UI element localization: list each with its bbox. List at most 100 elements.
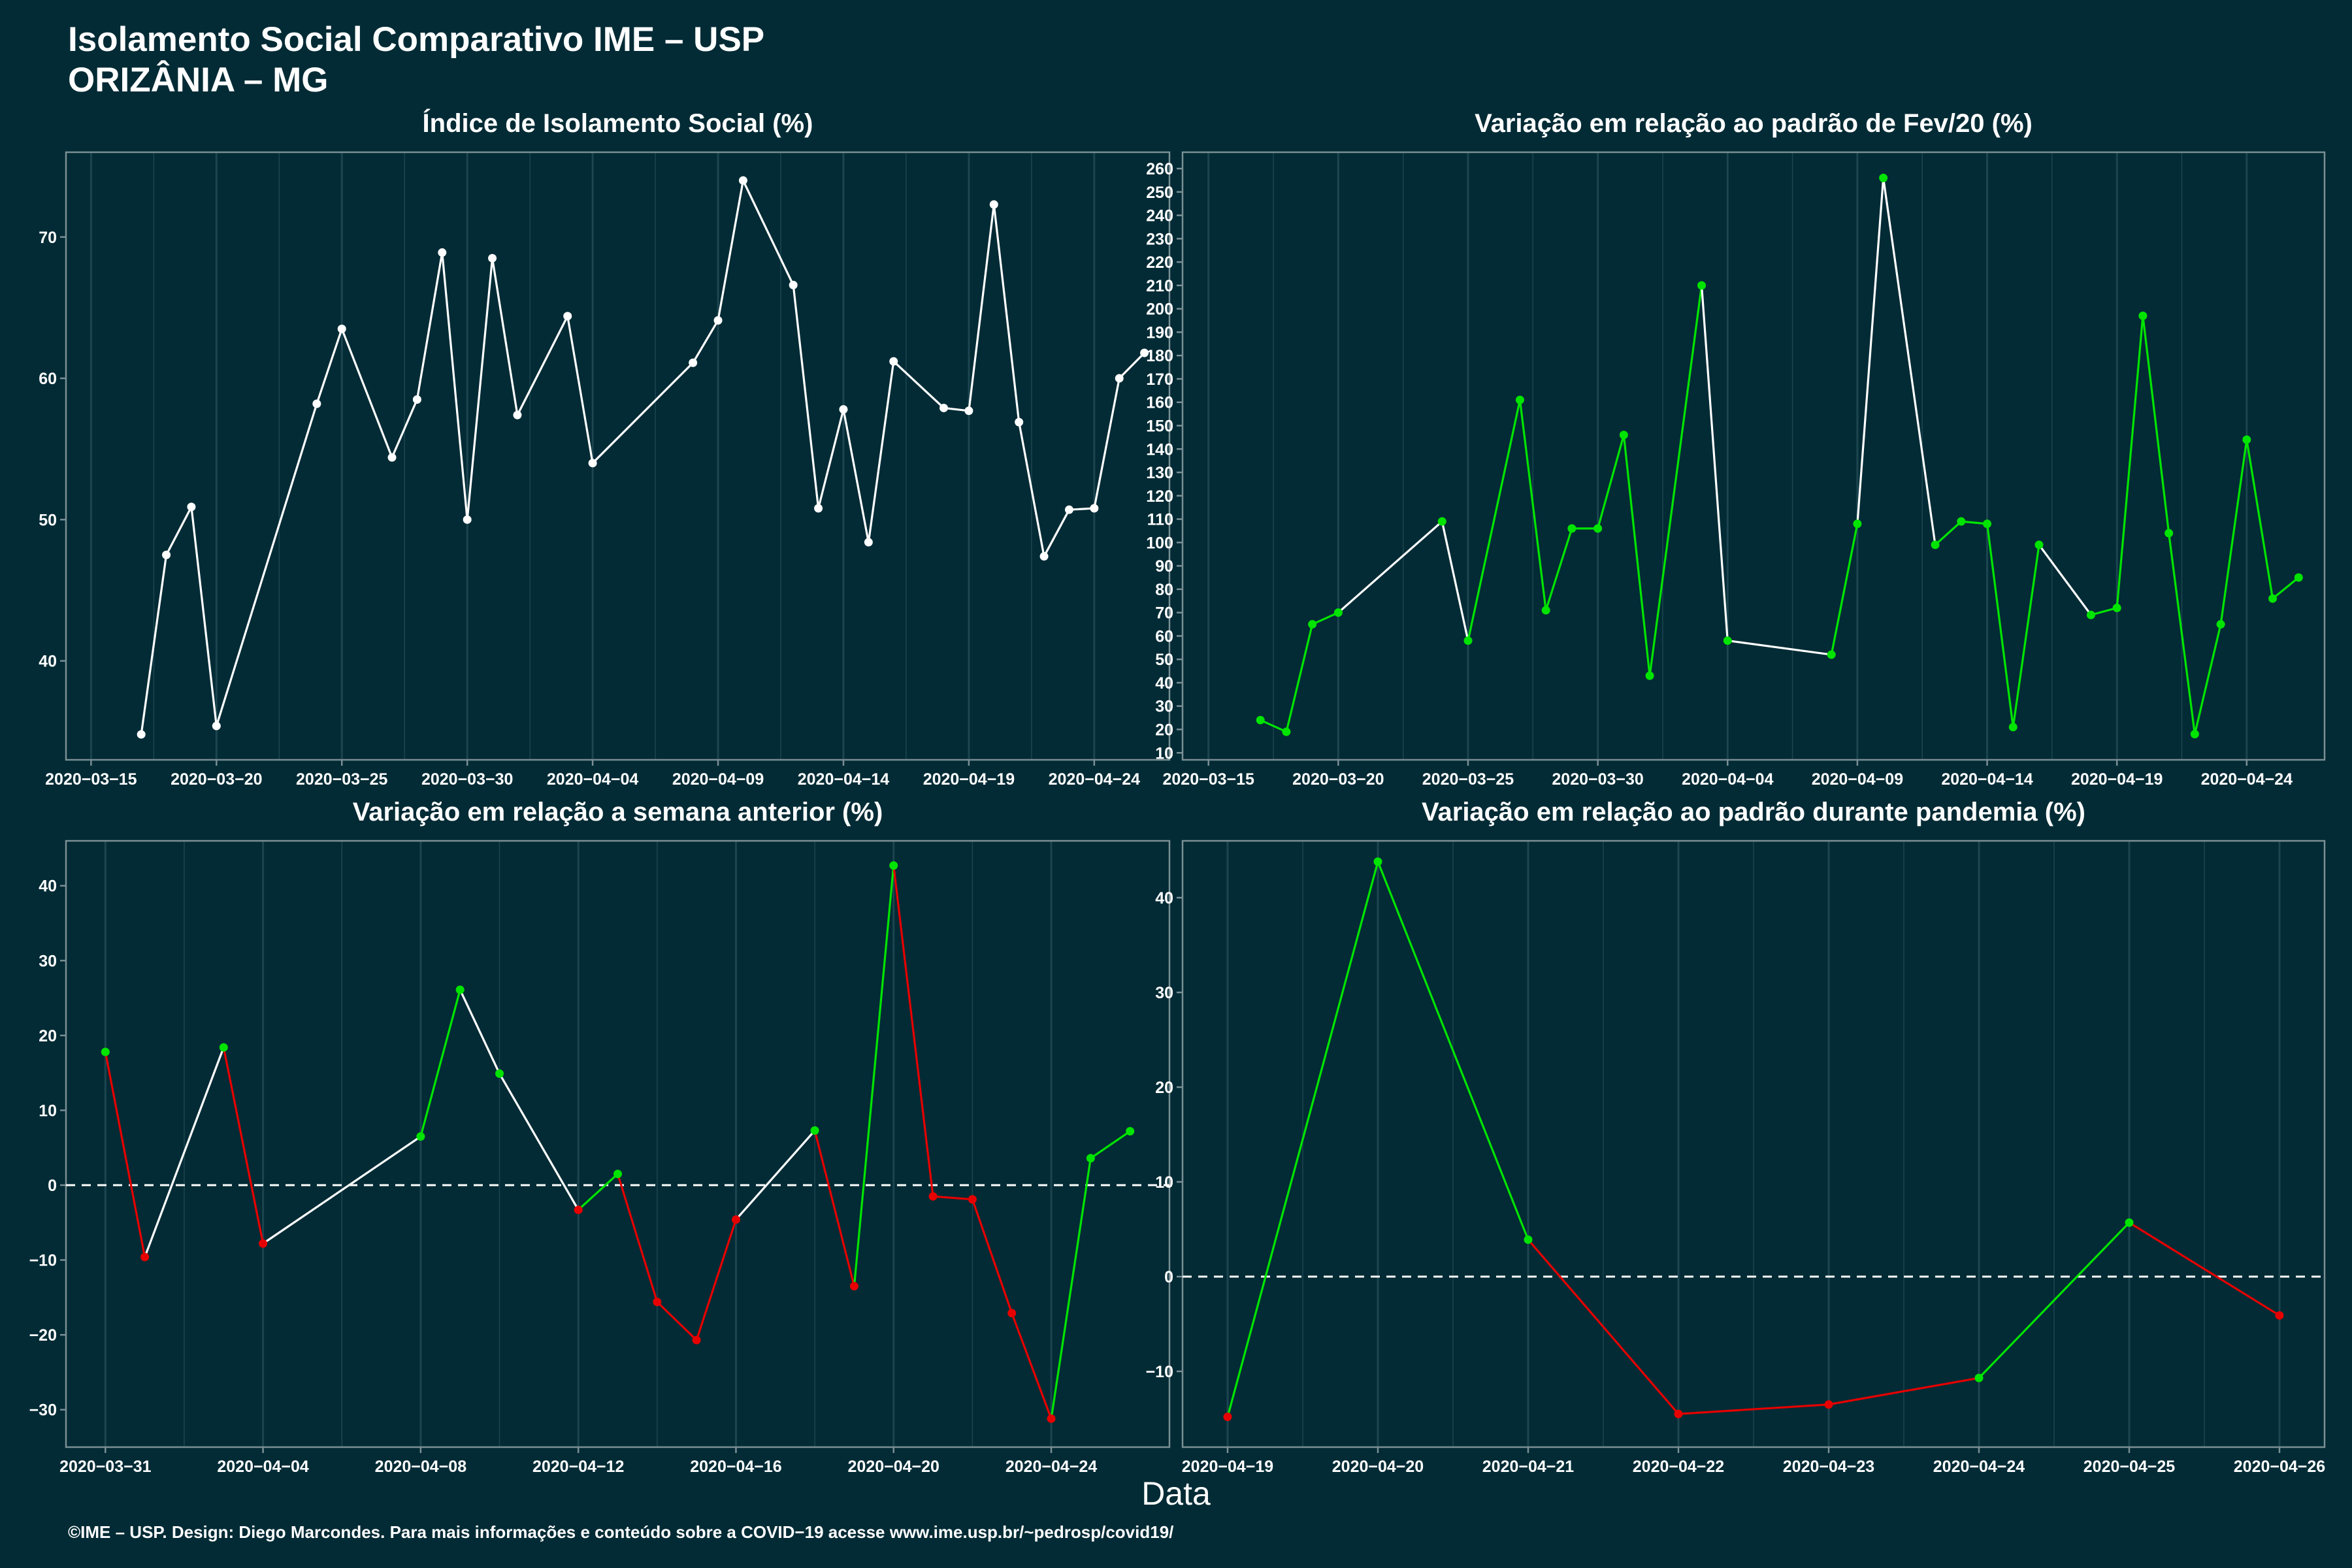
series-segment [2128,1221,2281,1317]
x-tick-label: 2020−04−19 [1182,1458,1273,1476]
y-tick-label: −10 [29,1252,57,1270]
x-tick-label: 2020−04−19 [923,770,1015,789]
x-tick-label: 2020−04−14 [1941,770,2033,789]
series-segment [842,408,870,544]
x-tick-label: 2020−04−21 [1482,1458,1575,1476]
data-point [814,504,823,513]
y-tick-label: 0 [1164,1268,1173,1286]
series-segment [968,203,995,412]
data-point [1463,636,1473,645]
series-segment [1597,434,1625,530]
data-point [653,1298,662,1307]
data-point [1308,620,1317,629]
data-point [412,395,421,404]
y-tick-label: 160 [1146,394,1173,412]
y-tick-label: −10 [1146,1363,1173,1381]
chart-title: Isolamento Social Comparativo IME – USP [68,20,765,59]
y-tick-label: 50 [1155,651,1173,669]
data-point [1090,504,1099,513]
x-tick-label: 2020−04−12 [532,1458,624,1476]
x-tick-label: 2020−03−25 [1422,770,1514,789]
series-segment [2193,623,2222,736]
x-tick-label: 2020−04−24 [1933,1458,2025,1476]
series-segment [1827,1377,1980,1406]
data-point [1333,608,1343,617]
panel-border [1181,840,2326,1448]
series-segment [616,1173,659,1303]
series-segment [2012,544,2040,728]
data-point [1126,1127,1135,1136]
y-tick-label: 220 [1146,253,1173,272]
series-segment [1978,1221,2131,1379]
series-segment [2219,438,2248,626]
series-segment [2142,314,2170,534]
y-tick-label: 140 [1146,440,1173,459]
series-segment [144,1046,225,1258]
series-segment [992,203,1021,423]
data-point [839,405,848,414]
y-tick-label: 150 [1146,417,1173,436]
data-point [889,357,898,366]
y-tick-label: 240 [1146,207,1173,225]
x-tick-label: 2020−04−20 [1332,1458,1424,1476]
data-point [416,1132,425,1141]
data-point [1827,650,1836,659]
data-point [2190,730,2199,739]
y-tick-label: 10 [1155,744,1173,762]
series-segment [441,251,468,521]
y-tick-label: 250 [1146,184,1173,202]
series-segment [577,1173,619,1211]
series-segment [656,1301,698,1341]
data-point [2086,610,2095,619]
data-point [1515,395,1524,404]
data-point [1567,524,1576,533]
data-point [137,730,146,739]
data-point [1619,431,1628,440]
data-point [810,1126,819,1135]
series-segment [165,506,193,556]
series-segment [416,251,444,401]
series-segment [104,1051,146,1258]
data-point [2112,604,2121,612]
data-point [692,1335,701,1345]
data-point [1983,519,1992,529]
x-tick-label: 2020−03−30 [1552,770,1643,789]
x-tick-label: 2020−04−24 [2201,770,2293,789]
data-point [588,459,597,468]
y-tick-label: 30 [39,952,57,970]
series-segment [1441,520,1469,642]
data-point [387,453,397,462]
x-tick-label: 2020−04−08 [375,1458,467,1476]
series-segment [1726,639,1833,656]
data-point [1064,505,1073,514]
data-point [789,280,798,289]
x-tick-label: 2020−03−15 [1163,770,1255,789]
x-tick-label: 2020−03−30 [421,770,513,789]
data-point [1373,857,1382,866]
series-segment [316,327,343,405]
y-tick-label: −20 [29,1326,57,1345]
series-segment [1011,1312,1053,1420]
panel-title: Variação em relação a semana anterior (%… [353,798,883,826]
series-segment [419,988,461,1138]
y-tick-label: 230 [1146,230,1173,248]
chart-panel-3: Variação em relação a semana anterior (%… [29,798,1171,1476]
series-segment [340,327,393,459]
x-tick-label: 2020−04−20 [848,1458,939,1476]
data-point [1282,727,1291,736]
series-segment [692,319,719,364]
data-point [488,253,497,263]
series-segment [892,864,934,1198]
data-point [2034,540,2044,549]
series-segment [1093,377,1120,510]
series-segment [1700,284,1729,642]
series-segment [262,1135,422,1245]
series-segment [1830,523,1859,656]
data-point [101,1047,110,1056]
y-tick-label: 10 [1155,1173,1173,1192]
data-point [1824,1400,1833,1409]
series-segment [1527,1238,1680,1415]
data-point [212,721,221,730]
y-tick-label: 180 [1146,347,1173,365]
